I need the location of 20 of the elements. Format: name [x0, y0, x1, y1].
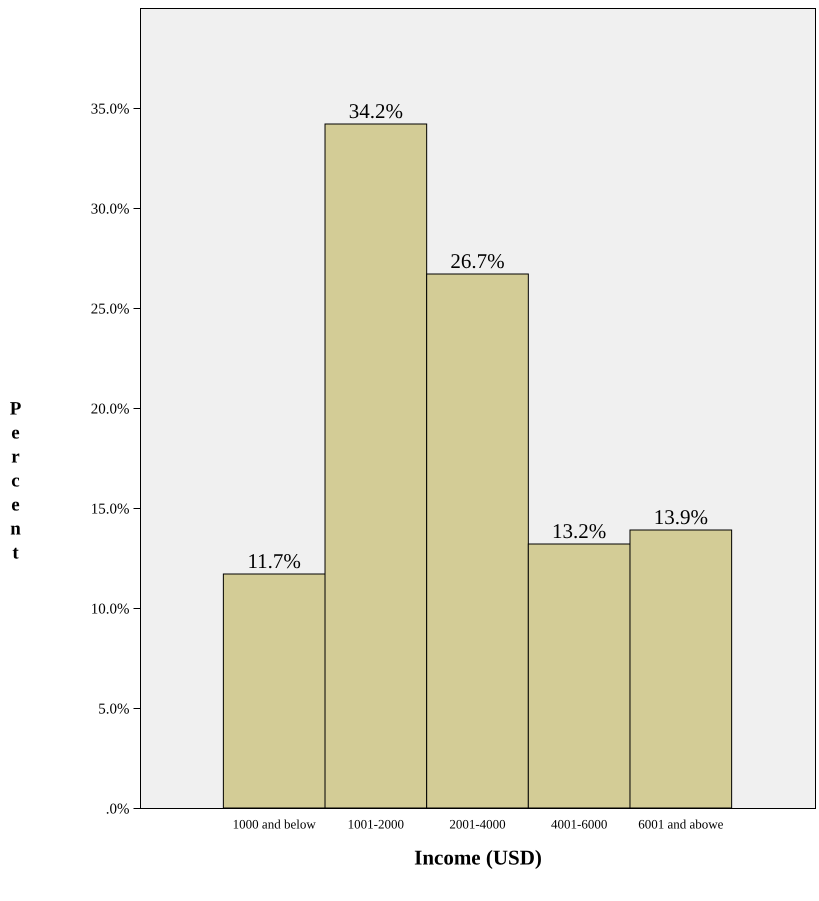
x-tick-label: 1001-2000: [348, 816, 404, 832]
y-tick-label: 30.0%: [90, 202, 130, 218]
x-tick-label: 2001-4000: [449, 816, 506, 832]
x-tick-label: 1000 and below: [232, 816, 316, 832]
data-label: 11.7%: [247, 549, 301, 573]
y-tick-label: 5.0%: [98, 702, 130, 718]
y-tick-label: 15.0%: [90, 502, 130, 518]
x-axis-title: Income (USD): [414, 846, 542, 870]
x-tick-label: 4001-6000: [550, 816, 608, 832]
y-axis-title: Percent: [10, 398, 22, 564]
y-tick-label: 20.0%: [90, 402, 130, 418]
y-tick-label: 10.0%: [90, 602, 130, 618]
y-tick-label: 35.0%: [90, 102, 130, 118]
x-tick-label: 6001 and abowe: [638, 816, 724, 832]
y-tick-label: 25.0%: [90, 302, 130, 318]
data-label: 13.9%: [654, 505, 708, 529]
data-label: 34.2%: [348, 99, 403, 123]
data-label: 13.2%: [552, 519, 606, 543]
y-tick-label: .0%: [106, 802, 130, 818]
data-label: 26.7%: [450, 249, 505, 273]
